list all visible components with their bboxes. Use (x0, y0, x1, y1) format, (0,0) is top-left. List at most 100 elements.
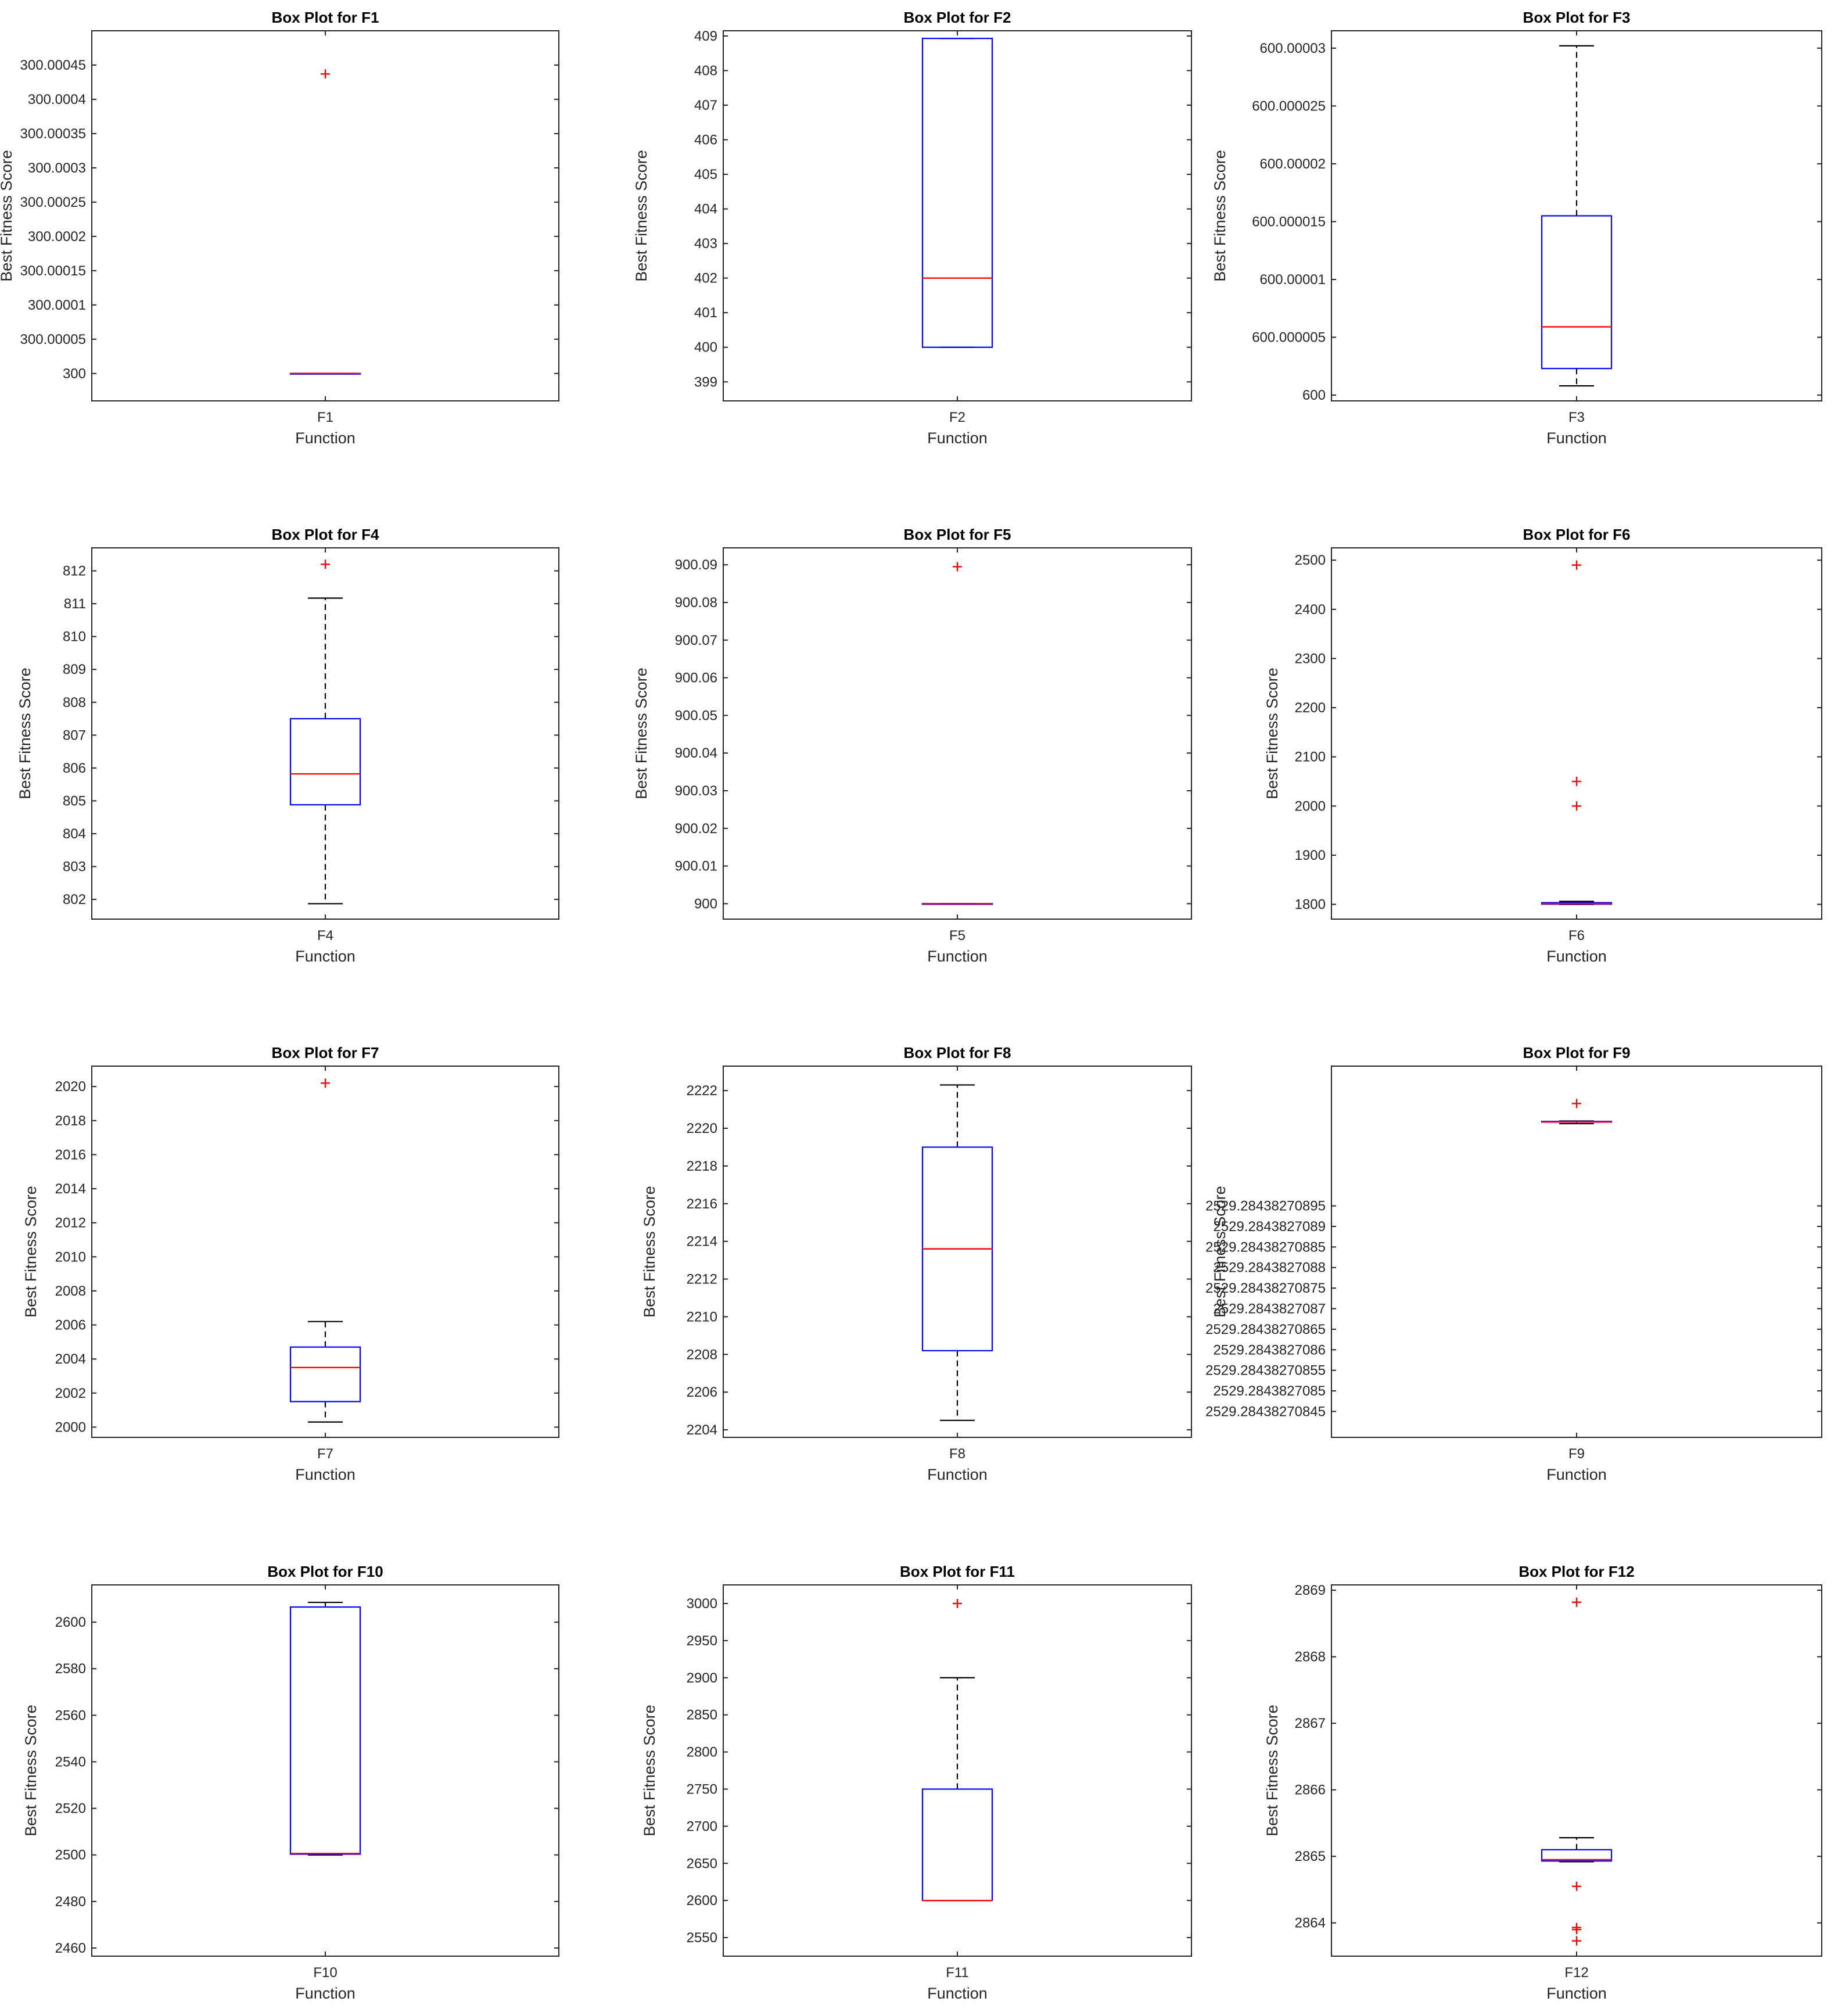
outlier-marker (1572, 777, 1581, 787)
box-f10 (289, 1601, 361, 1856)
iqr-box (289, 1346, 361, 1402)
iqr-box (921, 37, 993, 348)
axes-frame (1331, 1066, 1822, 1438)
box-f3 (1541, 45, 1613, 387)
y-axis-label: Best Fitness Score (633, 668, 650, 799)
outlier-marker (1572, 1597, 1581, 1607)
y-tick-label: 300.00025 (20, 195, 86, 210)
y-tick-label: 401 (694, 305, 717, 321)
y-axis-label: Best Fitness Score (0, 150, 15, 282)
chart-title: Box Plot for F3 (1523, 9, 1631, 26)
y-tick-label: 2006 (55, 1318, 86, 1333)
y-tick-label: 2500 (1295, 553, 1326, 568)
y-axis-label: Best Fitness Score (1263, 668, 1281, 799)
x-axis-label: Function (1546, 948, 1607, 965)
y-tick-label: 2529.28438270885 (1205, 1239, 1326, 1255)
subplot-f11: 2550 2600 2650 2700 2750 2800 2850 2900 2950 3000… (641, 1563, 1192, 2002)
y-tick-label: 600 (1302, 388, 1326, 403)
y-tick-label: 807 (63, 727, 86, 743)
x-tick-label: F4 (317, 928, 333, 944)
y-tick-label: 2010 (55, 1249, 86, 1265)
y-tick-label: 406 (694, 132, 717, 148)
y-tick-label: 2864 (1295, 1915, 1326, 1931)
box-f7 (289, 1078, 361, 1423)
y-tick-label: 300.0001 (28, 297, 86, 313)
outlier-marker (953, 562, 962, 572)
y-tick-label: 2750 (687, 1781, 717, 1797)
y-tick-label: 809 (63, 662, 86, 677)
y-tick-label: 2004 (55, 1351, 86, 1367)
box-f12 (1541, 1597, 1613, 1946)
y-tick-label: 600.000015 (1252, 214, 1326, 229)
y-tick-label: 2014 (55, 1181, 86, 1197)
y-axis-label: Best Fitness Score (22, 1186, 40, 1318)
chart-title: Box Plot for F6 (1523, 526, 1631, 543)
iqr-box (1541, 215, 1613, 370)
chart-title: Box Plot for F12 (1518, 1563, 1634, 1580)
y-tick-label: 2200 (1295, 700, 1326, 716)
y-tick-label: 2868 (1295, 1649, 1326, 1665)
y-tick-label: 2850 (687, 1707, 717, 1723)
y-tick-label: 806 (63, 761, 86, 776)
y-tick-label: 2900 (687, 1670, 717, 1686)
subplot-f8: 2204 2206 2208 2210 2212 2214 2216 2218 2220 2222… (641, 1044, 1192, 1483)
y-axis-label: Best Fitness Score (16, 668, 34, 799)
y-axis-label: Best Fitness Score (641, 1186, 658, 1318)
y-tick-label: 2016 (55, 1147, 86, 1163)
y-tick-label: 2800 (687, 1745, 717, 1760)
y-tick-label: 2300 (1295, 651, 1326, 666)
y-tick-label: 811 (64, 596, 86, 612)
x-axis-label: Function (295, 948, 356, 965)
y-tick-label: 600.00003 (1260, 41, 1326, 56)
y-tick-label: 2500 (55, 1848, 86, 1863)
axes-frame (91, 547, 559, 920)
y-tick-label: 2529.28438270855 (1205, 1363, 1326, 1379)
chart-title: Box Plot for F1 (272, 9, 379, 26)
y-tick-label: 2529.2843827089 (1213, 1219, 1326, 1235)
chart-title: Box Plot for F9 (1523, 1044, 1631, 1061)
y-tick-label: 900.08 (675, 595, 717, 611)
y-tick-label: 2206 (687, 1384, 717, 1400)
y-tick-label: 804 (63, 826, 86, 842)
y-tick-label: 600.000005 (1252, 330, 1326, 346)
subplot-f7: 2000 2002 2004 2006 2008 2010 2012 2014 2016 2018… (22, 1044, 559, 1483)
axes-frame (91, 1584, 559, 1957)
axes-frame (723, 547, 1192, 920)
y-tick-label: 2002 (55, 1386, 86, 1401)
y-tick-label: 2400 (1295, 602, 1326, 618)
y-tick-label: 405 (694, 167, 717, 182)
y-tick-label: 300.00045 (20, 58, 86, 73)
y-tick-label: 2866 (1295, 1782, 1326, 1798)
y-tick-label: 808 (63, 695, 86, 711)
y-axis-label: Best Fitness Score (1211, 150, 1229, 282)
y-tick-label: 2529.2843827085 (1213, 1383, 1326, 1399)
y-tick-label: 300.00035 (20, 126, 86, 142)
box-f2 (921, 37, 993, 348)
y-tick-label: 810 (63, 629, 86, 645)
box-f11 (921, 1598, 993, 1902)
y-tick-label: 2216 (687, 1196, 717, 1212)
y-tick-label: 2210 (687, 1309, 717, 1325)
box-f9 (1541, 1099, 1613, 1125)
x-axis-label: Function (927, 1466, 988, 1483)
x-tick-label: F10 (313, 1965, 337, 1981)
y-tick-label: 900.01 (675, 859, 717, 874)
chart-title: Box Plot for F10 (267, 1563, 383, 1580)
axes-frame (723, 30, 1192, 401)
x-axis-label: Function (1546, 429, 1607, 447)
y-tick-label: 2550 (687, 1930, 717, 1946)
axes-frame (723, 1066, 1192, 1438)
x-tick-label: F7 (317, 1446, 333, 1462)
x-tick-label: F9 (1568, 1446, 1585, 1462)
y-tick-label: 2212 (687, 1272, 717, 1287)
y-tick-label: 300.00015 (20, 263, 86, 279)
chart-title: Box Plot for F11 (900, 1563, 1015, 1580)
outlier-marker (953, 1598, 962, 1608)
y-tick-label: 3000 (687, 1596, 717, 1612)
y-tick-label: 2214 (687, 1234, 717, 1250)
y-tick-label: 2460 (55, 1940, 86, 1956)
y-tick-label: 2529.28438270895 (1205, 1199, 1326, 1214)
y-tick-label: 2867 (1295, 1716, 1326, 1731)
y-tick-label: 900.06 (675, 670, 717, 686)
